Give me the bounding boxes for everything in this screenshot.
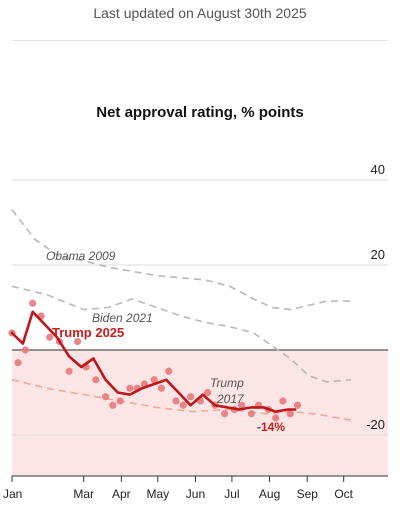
annotation-biden: Biden 2021 (92, 311, 153, 325)
poll-point (187, 393, 195, 401)
x-axis-ticks: Jan Mar Apr May Jun Jul Aug Sep Oct (3, 476, 354, 501)
poll-point (101, 393, 110, 401)
x-tick-label: Jun (186, 487, 205, 501)
series-annotations: Obama 2009 Biden 2021 Trump 2017 Trump 2… (46, 249, 285, 434)
annotation-trump2017-line1: Trump (210, 376, 244, 390)
series-line-trump-2025 (10, 310, 297, 413)
x-tick-label: Jul (224, 487, 239, 501)
y-axis-ticks: 40 20 -20 (366, 162, 385, 432)
poll-point (293, 401, 302, 409)
poll-point (286, 410, 294, 418)
poll-points (8, 299, 302, 422)
poll-point (46, 333, 54, 341)
y-tick-label: -20 (366, 417, 385, 432)
poll-point (238, 401, 246, 409)
poll-point (126, 384, 134, 392)
annotation-trump2025: Trump 2025 (52, 325, 124, 340)
x-tick-label: Sep (297, 487, 319, 501)
series-line-biden-2021 (11, 285, 352, 383)
annotation-last-value: -14% (257, 420, 285, 434)
x-tick-label: Oct (334, 487, 353, 501)
poll-point (116, 397, 124, 405)
poll-point (74, 337, 82, 346)
poll-point (165, 367, 173, 375)
poll-point (150, 376, 158, 384)
poll-point (14, 359, 22, 367)
negative-zone-band (12, 350, 388, 476)
gridlines (12, 179, 388, 436)
poll-point (272, 414, 280, 422)
header-divider (12, 40, 388, 41)
annotation-obama: Obama 2009 (46, 249, 116, 263)
x-tick-label: Jan (3, 487, 22, 501)
x-tick-label: Mar (73, 487, 94, 501)
last-updated-text: Last updated on August 30th 2025 (93, 5, 307, 21)
y-tick-label: 20 (371, 247, 385, 262)
annotation-trump2017-line2: 2017 (216, 392, 245, 406)
poll-point (92, 376, 100, 384)
trump-2025-series (10, 310, 297, 413)
poll-point (21, 346, 29, 354)
poll-point (109, 401, 117, 409)
poll-point (172, 397, 180, 405)
poll-point (247, 410, 255, 418)
x-tick-label: May (146, 487, 169, 501)
y-tick-label: 40 (371, 162, 385, 177)
series-line-obama-2009 (11, 209, 351, 311)
poll-point (204, 388, 212, 397)
comparison-series (11, 209, 352, 421)
poll-point (29, 299, 37, 307)
x-tick-label: Apr (112, 487, 131, 501)
poll-point (179, 401, 187, 409)
x-tick-label: Aug (259, 487, 280, 501)
poll-point (221, 410, 229, 418)
poll-point (157, 384, 166, 392)
poll-point (65, 367, 73, 375)
chart-title: Net approval rating, % points (96, 104, 304, 121)
poll-point (279, 397, 287, 405)
